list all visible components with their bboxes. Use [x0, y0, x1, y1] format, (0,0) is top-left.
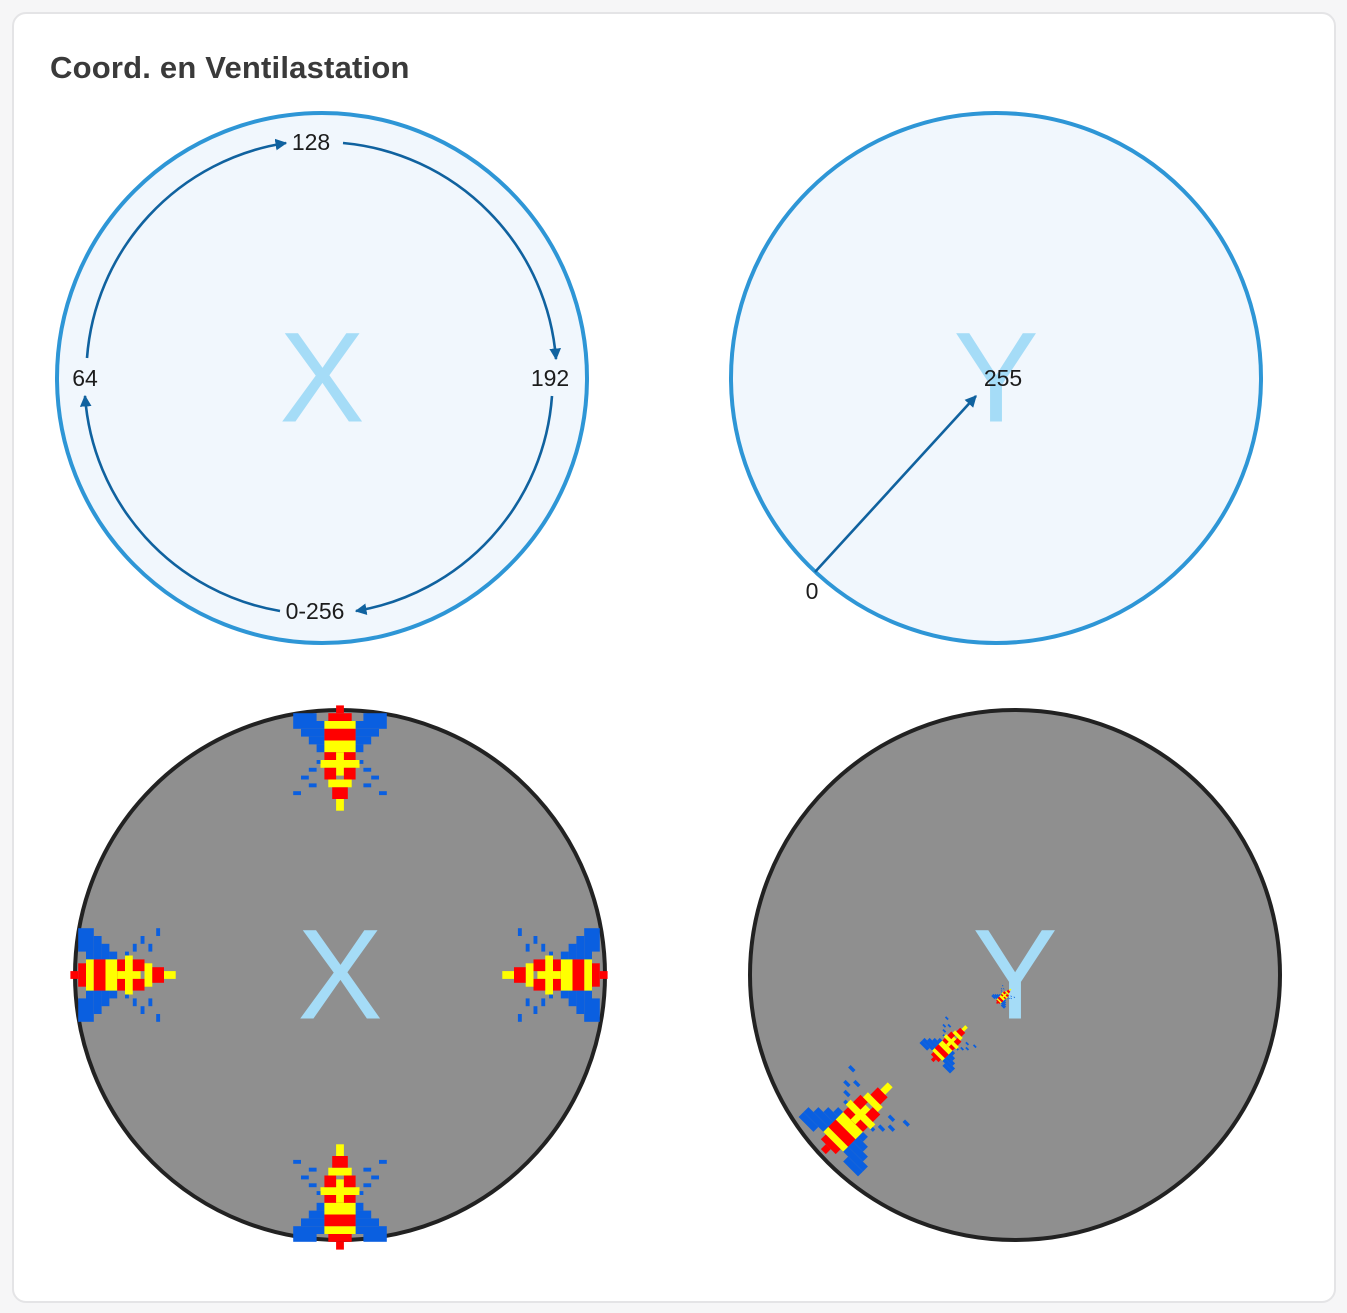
y-big-letter: Y	[953, 307, 1038, 450]
y-coordinate-diagram: Y 255 0	[729, 111, 1263, 645]
label-255: 255	[984, 365, 1022, 391]
y-outer-ring	[729, 111, 1263, 645]
x-big-letter: X	[279, 307, 364, 450]
x-outer-ring	[55, 111, 589, 645]
label-0-256: 0-256	[286, 598, 345, 624]
label-192: 192	[531, 365, 569, 391]
page-title: Coord. en Ventilastation	[50, 50, 410, 85]
x-display-letter: X	[297, 904, 382, 1047]
label-0: 0	[806, 578, 819, 604]
y-display-disc	[748, 708, 1282, 1242]
y-display-letter: Y	[972, 904, 1057, 1047]
x-coordinate-diagram: X 128 64 192 0-256	[55, 111, 589, 645]
arrow-128-to-192	[342, 141, 562, 361]
label-64: 64	[72, 365, 98, 391]
x-display-preview: X	[70, 705, 608, 1250]
arrow-0-to-255	[814, 395, 977, 573]
label-128: 128	[292, 129, 330, 155]
y-display-preview: Y	[748, 708, 1282, 1242]
arrow-0-to-64	[79, 394, 281, 613]
arrow-64-to-128	[85, 138, 288, 359]
arrow-192-to-0	[354, 395, 554, 616]
